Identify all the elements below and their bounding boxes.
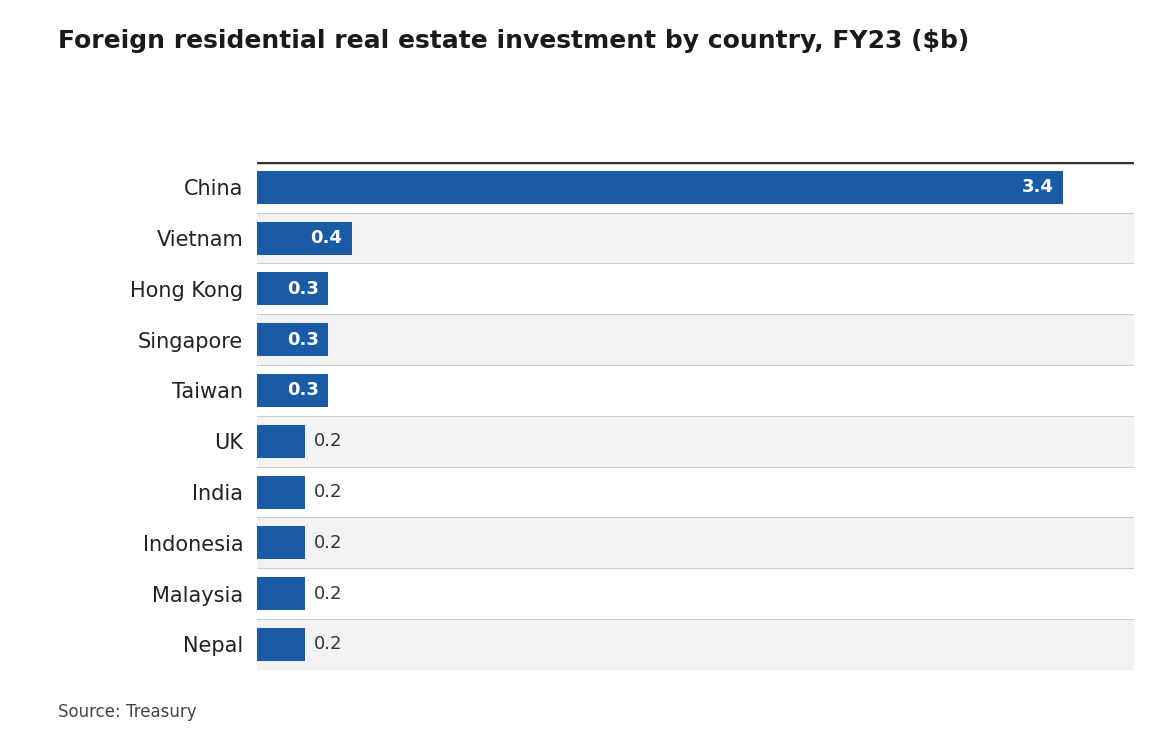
Bar: [257, 213, 1134, 263]
Text: 0.2: 0.2: [314, 584, 343, 603]
Bar: [257, 619, 1134, 670]
Bar: [257, 374, 328, 407]
Text: Source: Treasury: Source: Treasury: [58, 704, 198, 721]
Bar: [257, 222, 352, 255]
Text: 0.3: 0.3: [286, 330, 319, 349]
Bar: [257, 314, 1134, 365]
Text: 3.4: 3.4: [1022, 178, 1053, 197]
Bar: [257, 628, 305, 661]
Bar: [257, 577, 305, 610]
Text: 0.2: 0.2: [314, 635, 343, 654]
Text: 0.3: 0.3: [286, 381, 319, 400]
Bar: [257, 323, 328, 356]
Bar: [257, 365, 1134, 416]
Text: 0.2: 0.2: [314, 432, 343, 450]
Text: 0.4: 0.4: [311, 229, 343, 247]
Text: Foreign residential real estate investment by country, FY23 ($b): Foreign residential real estate investme…: [58, 29, 970, 54]
Text: 0.3: 0.3: [286, 280, 319, 298]
Bar: [257, 568, 1134, 619]
Bar: [257, 425, 305, 458]
Bar: [257, 416, 1134, 467]
Bar: [257, 467, 1134, 517]
Bar: [257, 162, 1134, 213]
Bar: [257, 272, 328, 305]
Bar: [257, 171, 1063, 204]
Bar: [257, 263, 1134, 314]
Text: 0.2: 0.2: [314, 483, 343, 501]
Bar: [257, 517, 1134, 568]
Bar: [257, 526, 305, 559]
Bar: [257, 475, 305, 509]
Text: 0.2: 0.2: [314, 534, 343, 552]
